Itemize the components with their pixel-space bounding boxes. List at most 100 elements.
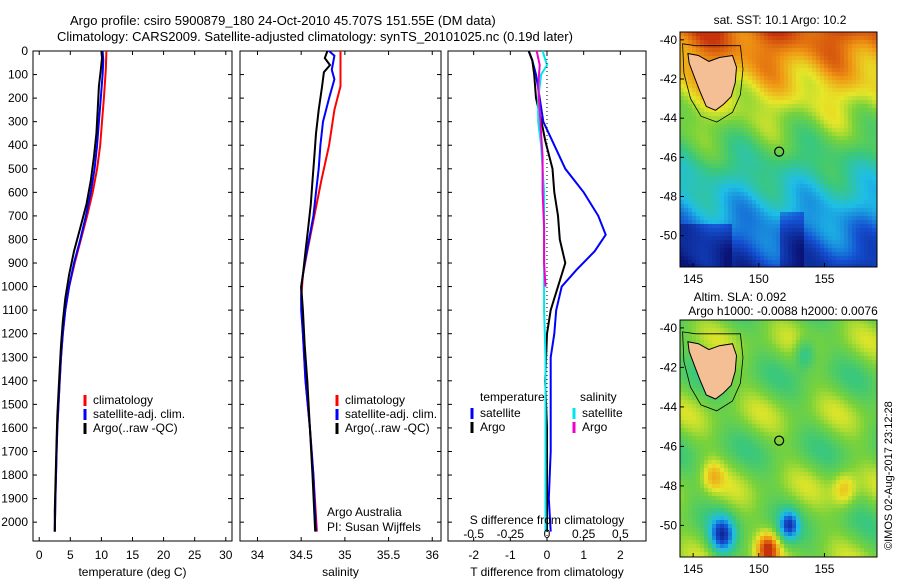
- map-cell: [708, 52, 713, 57]
- map-cell: [828, 80, 833, 85]
- map-cell: [736, 200, 741, 205]
- map-cell: [704, 232, 709, 237]
- map-cell: [804, 84, 809, 89]
- map-cell: [800, 416, 805, 421]
- map-cell: [856, 100, 861, 105]
- map-cell: [788, 336, 793, 341]
- map-cell: [776, 60, 781, 65]
- map-cell: [764, 360, 769, 365]
- map-cell: [768, 64, 773, 69]
- map-cell: [872, 224, 877, 229]
- map-cell: [728, 248, 733, 253]
- map-cell: [800, 236, 805, 241]
- map-cell: [684, 356, 689, 361]
- map-cell: [868, 164, 873, 169]
- map-cell: [772, 52, 777, 57]
- map-cell: [768, 92, 773, 97]
- map-cell: [856, 160, 861, 165]
- map-cell: [868, 236, 873, 241]
- map-cell: [832, 148, 837, 153]
- map-cell: [792, 368, 797, 373]
- map-cell: [760, 436, 765, 441]
- map-cell: [752, 412, 757, 417]
- map-cell: [748, 360, 753, 365]
- map-cell: [756, 44, 761, 49]
- map-cell: [768, 188, 773, 193]
- map-cell: [796, 124, 801, 129]
- map-cell: [868, 36, 873, 41]
- map-cell: [736, 380, 741, 385]
- map-cell: [696, 236, 701, 241]
- map-cell: [772, 168, 777, 173]
- map-cell: [752, 416, 757, 421]
- map-cell: [872, 64, 877, 69]
- map-cell: [784, 436, 789, 441]
- map-cell: [696, 436, 701, 441]
- map-cell: [856, 188, 861, 193]
- map-cell: [780, 320, 785, 325]
- map-cell: [796, 380, 801, 385]
- map-cell: [720, 420, 725, 425]
- map-cell: [768, 96, 773, 101]
- map-cell: [864, 356, 869, 361]
- map-cell: [856, 436, 861, 441]
- map-cell: [752, 260, 757, 265]
- map-cell: [688, 436, 693, 441]
- map-cell: [812, 92, 817, 97]
- map-cell: [724, 208, 729, 213]
- map-cell: [828, 328, 833, 333]
- map-cell: [852, 240, 857, 245]
- map-cell: [868, 348, 873, 353]
- map-cell: [708, 40, 713, 45]
- map-cell: [860, 56, 865, 61]
- map-cell: [788, 444, 793, 449]
- map-cell: [784, 172, 789, 177]
- map-cell: [852, 420, 857, 425]
- map-cell: [816, 116, 821, 121]
- map-cell: [800, 68, 805, 73]
- map-cell: [792, 160, 797, 165]
- map-cell: [692, 180, 697, 185]
- map-cell: [872, 328, 877, 333]
- map-cell: [736, 360, 741, 365]
- map-cell: [692, 40, 697, 45]
- map-cell: [800, 360, 805, 365]
- map-cell: [832, 76, 837, 81]
- map-cell: [872, 332, 877, 337]
- map-cell: [792, 344, 797, 349]
- map-cell: [864, 200, 869, 205]
- map-cell: [716, 248, 721, 253]
- map-cell: [780, 412, 785, 417]
- map-cell: [688, 184, 693, 189]
- map-cell: [788, 372, 793, 377]
- map-cell: [868, 228, 873, 233]
- map-cell: [680, 192, 685, 197]
- map-cell: [868, 116, 873, 121]
- map-cell: [684, 40, 689, 45]
- map-cell: [728, 460, 733, 465]
- map-cell: [716, 232, 721, 237]
- map-cell: [780, 324, 785, 329]
- map-cell: [816, 340, 821, 345]
- map-cell: [844, 72, 849, 77]
- map-cell: [820, 84, 825, 89]
- map-cell: [684, 320, 689, 325]
- map-cell: [688, 428, 693, 433]
- map-cell: [704, 32, 709, 37]
- map-cell: [760, 144, 765, 149]
- map-cell: [764, 380, 769, 385]
- map-cell: [852, 244, 857, 249]
- map-cell: [868, 376, 873, 381]
- map-cell: [804, 452, 809, 457]
- map-cell: [820, 76, 825, 81]
- map-cell: [832, 192, 837, 197]
- map-cell: [684, 384, 689, 389]
- map-cell: [772, 176, 777, 181]
- map-cell: [816, 104, 821, 109]
- map-cell: [768, 384, 773, 389]
- map-cell: [868, 452, 873, 457]
- map-cell: [780, 232, 785, 237]
- map-cell: [776, 168, 781, 173]
- map-cell: [684, 68, 689, 73]
- map-cell: [768, 240, 773, 245]
